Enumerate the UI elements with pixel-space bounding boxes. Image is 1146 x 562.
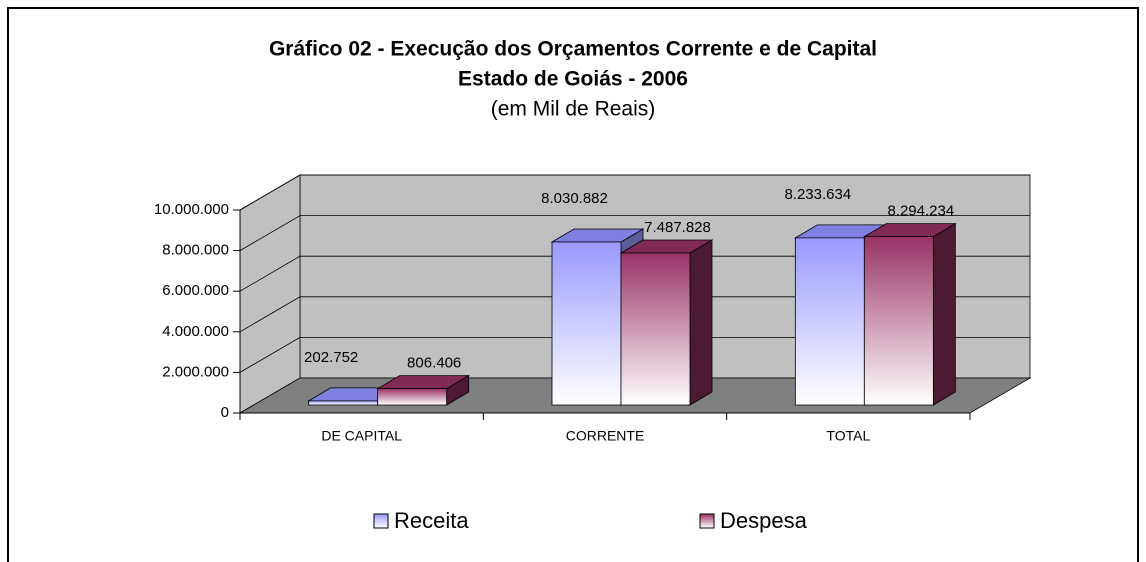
grid-line: [239, 336, 1030, 373]
x-tick-label: CORRENTE: [566, 428, 645, 444]
y-tick-label: 6.000.000: [162, 282, 229, 299]
legend-label: Receita: [394, 508, 469, 533]
value-label: 202.752: [304, 349, 358, 366]
frame: [7, 7, 1139, 562]
legend-swatch: [373, 513, 389, 529]
y-tick-label: 0: [221, 404, 229, 421]
grid-line: [239, 255, 1030, 292]
y-tick-label: 8.000.000: [162, 242, 229, 259]
grid-line: [239, 296, 1030, 333]
value-label: 8.233.634: [784, 186, 851, 203]
grid-line: [239, 174, 1030, 211]
bar-face: [551, 241, 622, 406]
bar-face: [377, 388, 448, 406]
bar-face: [932, 222, 956, 406]
value-label: 8.030.882: [541, 190, 608, 207]
y-tick-label: 10.000.000: [154, 201, 229, 218]
bar: [376, 374, 471, 406]
bar: [619, 239, 714, 406]
chart-title: Gráfico 02 - Execução dos Orçamentos Cor…: [269, 38, 877, 61]
chart-note: (em Mil de Reais): [491, 98, 656, 121]
bar-face: [794, 237, 865, 406]
value-label: 7.487.828: [644, 219, 711, 236]
bar-face: [863, 236, 934, 406]
chart-subtitle: Estado de Goiás - 2006: [458, 68, 688, 91]
y-tick-label: 4.000.000: [162, 323, 229, 340]
x-tick-label: TOTAL: [826, 428, 870, 444]
legend-label: Despesa: [720, 508, 808, 533]
value-label: 8.294.234: [887, 203, 954, 220]
x-tick-label: DE CAPITAL: [321, 428, 402, 444]
y-tick-label: 2.000.000: [162, 363, 229, 380]
grid-line: [239, 215, 1030, 251]
bar-face: [689, 239, 713, 406]
bar-face: [308, 400, 379, 406]
side-wall: [239, 174, 301, 414]
value-label: 806.406: [407, 355, 461, 372]
bar-face: [620, 252, 691, 406]
legend-swatch: [699, 513, 715, 529]
bar: [862, 222, 957, 406]
